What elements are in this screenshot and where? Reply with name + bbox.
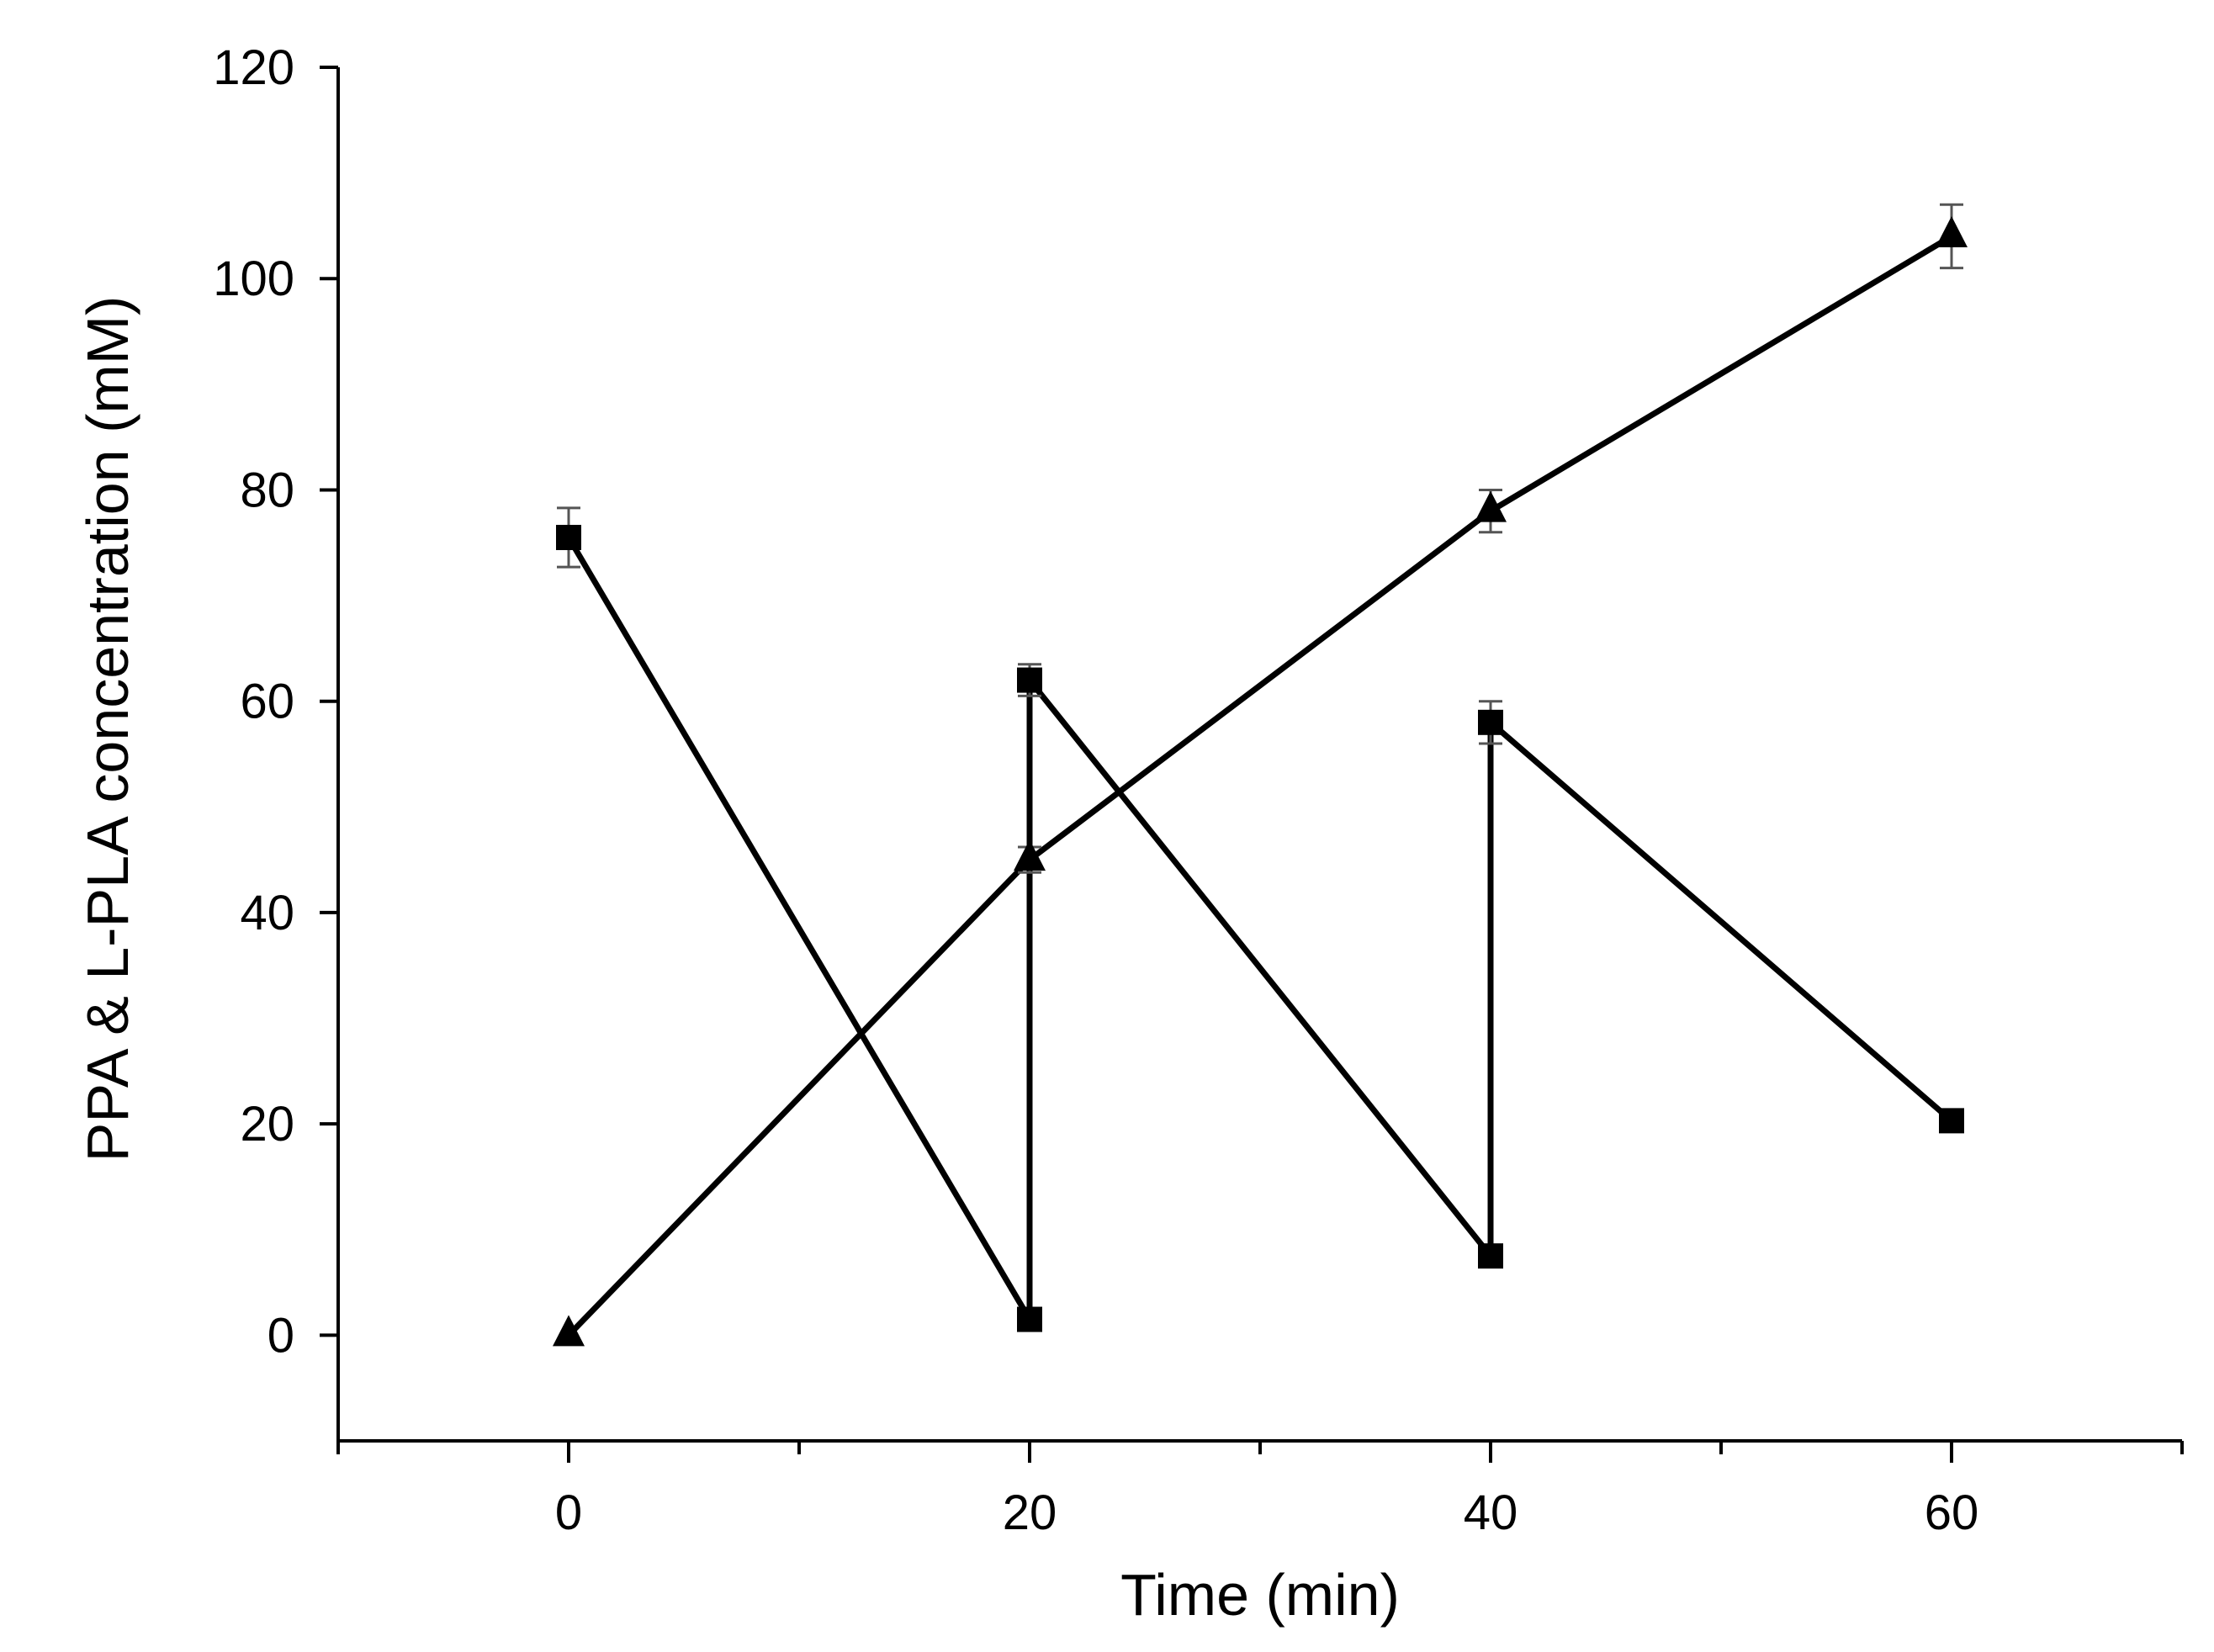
y-axis-title: PPA & L-PLA concentration (mM) <box>75 296 140 1162</box>
data-point-square <box>1939 1108 1964 1134</box>
y-tick-label: 80 <box>240 463 294 517</box>
data-point-triangle <box>1936 215 1968 247</box>
axes <box>336 67 2182 1443</box>
y-tick-label: 100 <box>213 252 294 306</box>
y-ticks: 0 20 40 60 80 100 120 <box>213 40 338 1363</box>
x-tick-label: 20 <box>1003 1485 1057 1540</box>
series-ppa <box>556 506 1964 1332</box>
data-point-square <box>1017 1306 1042 1332</box>
x-tick-label: 40 <box>1464 1485 1518 1540</box>
x-tick-label: 0 <box>555 1485 582 1540</box>
x-axis-title: Time (min) <box>1120 1562 1400 1628</box>
series-line <box>565 536 1954 1331</box>
series-line <box>566 233 1953 1337</box>
y-tick-label: 120 <box>213 40 294 95</box>
y-tick-label: 20 <box>240 1097 294 1152</box>
y-tick-label: 0 <box>267 1308 294 1363</box>
data-point-triangle <box>553 1315 585 1347</box>
x-tick-label: 60 <box>1925 1485 1979 1540</box>
y-tick-label: 60 <box>240 675 294 729</box>
series-l-pla <box>553 203 1968 1347</box>
data-point-square <box>1478 709 1503 735</box>
series-layer <box>553 203 1968 1347</box>
x-ticks: 0 20 40 60 <box>336 1441 2184 1540</box>
data-point-square <box>1017 667 1042 693</box>
data-point-triangle <box>1475 490 1507 522</box>
y-tick-label: 40 <box>240 886 294 940</box>
data-point-square <box>556 524 581 550</box>
data-point-triangle <box>1014 839 1046 871</box>
data-point-square <box>1478 1243 1503 1269</box>
